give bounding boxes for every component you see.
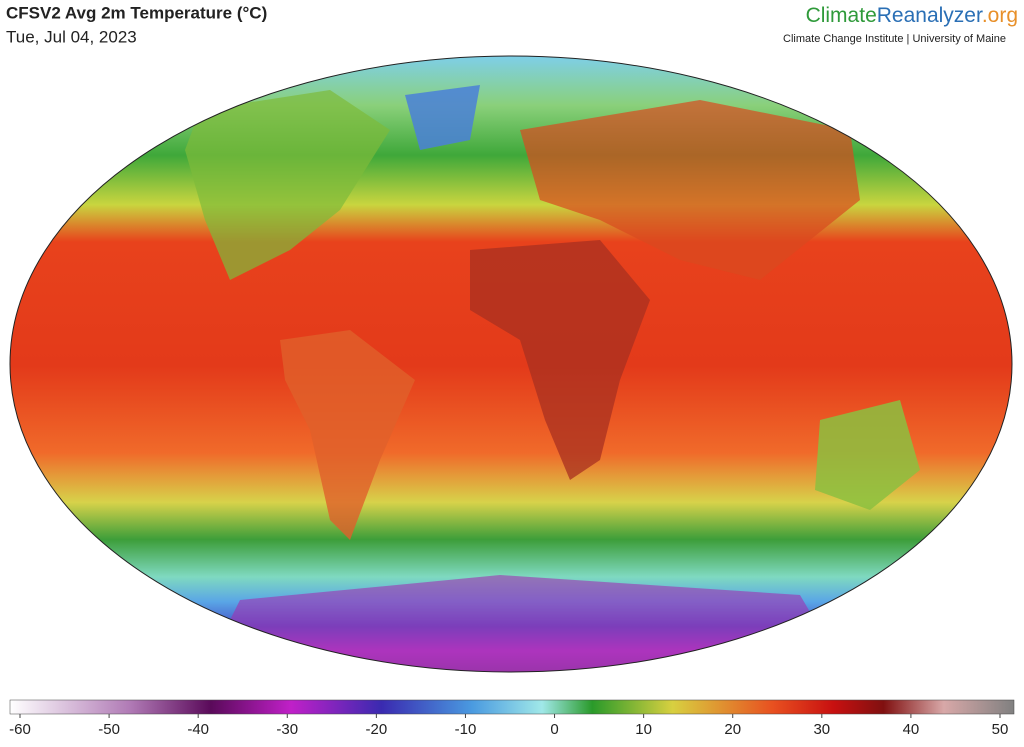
date: Tue, Jul 04, 2023 <box>6 27 137 46</box>
tick-label: -60 <box>9 721 31 738</box>
tick-label: -40 <box>187 721 209 738</box>
logo-part: Reanalyzer <box>877 4 983 27</box>
colorbar-ticks: -60 -50 -40 -30 -20 -10 0 10 20 30 40 50 <box>9 714 1008 738</box>
tick-label: 30 <box>813 721 830 738</box>
tick-label: 50 <box>992 721 1009 738</box>
tick-label: 40 <box>903 721 920 738</box>
tick-label: -30 <box>276 721 298 738</box>
logo-part: .org <box>982 4 1018 27</box>
title: CFSV2 Avg 2m Temperature (°C) <box>6 3 267 22</box>
tick-label: -50 <box>98 721 120 738</box>
tick-label: 10 <box>635 721 652 738</box>
colorbar <box>9 699 1015 715</box>
map <box>10 56 1012 672</box>
tick-label: -20 <box>366 721 388 738</box>
map-border <box>9 55 1013 673</box>
logo: ClimateReanalyzer.org <box>806 4 1018 27</box>
tick-label: -10 <box>455 721 477 738</box>
tick-label: 20 <box>724 721 741 738</box>
logo-subtitle: Climate Change Institute | University of… <box>783 33 1006 45</box>
tick-label: 0 <box>550 721 558 738</box>
logo-part: Climate <box>806 4 877 27</box>
